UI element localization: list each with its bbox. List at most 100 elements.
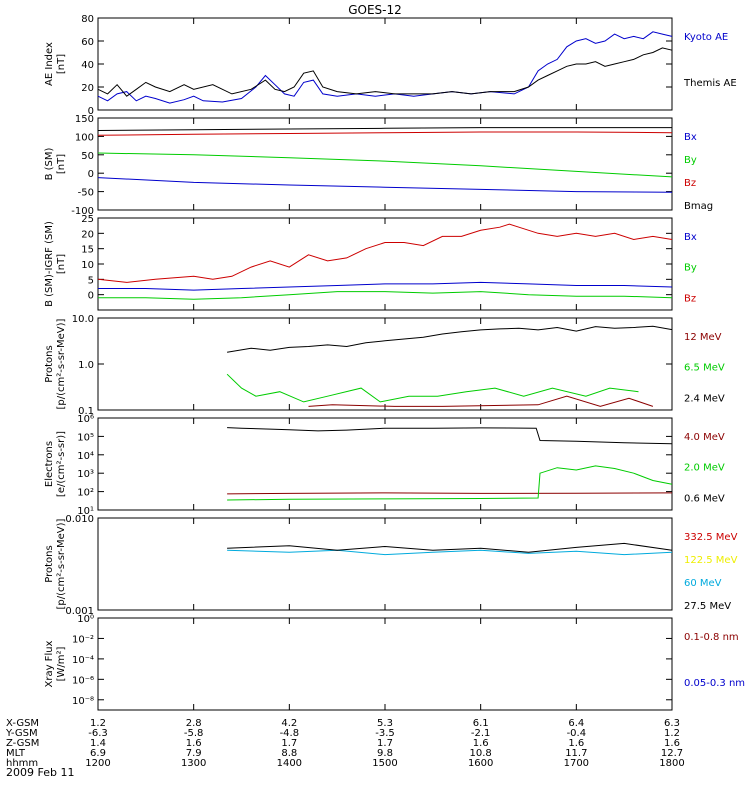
orbit-value: 1.7 — [281, 738, 297, 749]
y-axis-label: B (SM)-IGRF (SM) — [44, 221, 55, 307]
legend-label: Bz — [684, 178, 696, 189]
panel-electrons: 10¹ 10² 10³ 10⁴ 10⁵ 10⁶ Electrons [e/(cm²-s-sr)… — [44, 414, 725, 517]
orbit-row-label: Y-GSM — [5, 728, 38, 739]
y-tick-label: 0.001 — [65, 606, 94, 617]
orbit-value: 1800 — [659, 758, 684, 769]
plot-date: 2009 Feb 11 — [6, 766, 74, 779]
orbit-value: 2.8 — [186, 718, 202, 729]
series-line — [98, 281, 673, 291]
legend-label: 2.0 MeV — [684, 463, 725, 474]
y-axis-label: Protons — [44, 345, 55, 382]
orbit-value: 1.6 — [664, 738, 680, 749]
y-tick-label: 10⁻⁸ — [72, 696, 94, 707]
orbit-value: 1.2 — [664, 728, 680, 739]
panel-xray: 10⁻⁸ 10⁻⁶ 10⁻⁴ 10⁻² 10⁰ Xray Flux [W/m²] 0.1-0.… — [44, 614, 745, 711]
y-tick-label: 10⁰ — [77, 614, 94, 625]
legend-label: Bz — [684, 293, 696, 304]
orbit-value: 6.4 — [568, 718, 584, 729]
y-axis-label: [p/(cm²-s-sr-MeV)] — [56, 518, 67, 609]
y-tick-label: 80 — [81, 14, 94, 25]
y-tick-label: 10² — [77, 488, 94, 499]
orbit-value: 1.4 — [90, 738, 106, 749]
panel-bsm: -100 -50 0 50 100 150 B (SM) [nT] Bx By Bz Bmag — [44, 114, 713, 217]
legend-label: Bx — [684, 132, 697, 143]
y-tick-label: 20 — [81, 83, 94, 94]
orbit-value: 1300 — [181, 758, 206, 769]
series-line — [97, 152, 673, 178]
y-axis-label: B (SM) — [44, 147, 55, 180]
panel-frame — [97, 617, 673, 711]
orbit-value: 5.3 — [377, 718, 393, 729]
series-line — [97, 47, 673, 97]
legend-label: 60 MeV — [684, 578, 722, 589]
y-tick-label: 0.010 — [65, 514, 94, 525]
orbit-value: 10.8 — [470, 748, 492, 759]
orbit-value: 8.8 — [281, 748, 297, 759]
y-tick-label: 0 — [88, 169, 94, 180]
legend-label: 0.1-0.8 nm — [684, 632, 739, 643]
legend-label: Kyoto AE — [684, 32, 728, 43]
y-tick-label: 0 — [88, 291, 94, 302]
y-tick-label: 150 — [75, 114, 94, 125]
y-tick-label: 10⁻⁶ — [72, 675, 94, 686]
y-tick-label: 10⁻² — [72, 634, 94, 645]
orbit-value: 1.7 — [377, 738, 393, 749]
y-tick-label: 10 — [81, 260, 94, 271]
orbit-value: 1.6 — [473, 738, 489, 749]
panel-ae: 0 20 40 60 80 AE Index [nT] Kyoto AE Themis AE — [44, 14, 737, 117]
legend-label: 6.5 MeV — [684, 363, 725, 374]
legend-label: Themis AE — [683, 78, 737, 89]
y-tick-label: 10⁶ — [77, 414, 94, 425]
legend-label: 27.5 MeV — [684, 601, 731, 612]
legend-label: Bmag — [684, 201, 713, 212]
y-tick-label: 25 — [81, 214, 94, 225]
orbit-value: 1500 — [372, 758, 397, 769]
orbit-row-label: hhmm — [6, 758, 38, 769]
legend-label: 0.05-0.3 nm — [684, 678, 745, 689]
series-line — [308, 395, 654, 407]
y-axis-label: Xray Flux — [44, 640, 55, 687]
orbit-value: 1.2 — [90, 718, 106, 729]
orbit-value: 6.1 — [473, 718, 489, 729]
orbit-value: -3.5 — [375, 728, 395, 739]
y-axis-label: [p/(cm²-s-sr-MeV)] — [56, 318, 67, 409]
series-line — [227, 325, 673, 353]
y-axis-label: [W/m²] — [56, 646, 67, 681]
y-axis-label: [nT] — [56, 154, 67, 174]
orbit-value: 1.6 — [186, 738, 202, 749]
y-tick-label: 40 — [81, 60, 94, 71]
panel-frame — [97, 417, 673, 511]
y-axis-label: [nT] — [56, 254, 67, 274]
orbit-value: 6.3 — [664, 718, 680, 729]
legend-label: By — [684, 155, 697, 166]
orbit-value: -4.8 — [280, 728, 300, 739]
y-axis-label: [nT] — [56, 54, 67, 74]
orbit-row-label: MLT — [6, 748, 26, 759]
legend-label: 12 MeV — [684, 332, 722, 343]
panel-bdiff: 0 5 10 15 20 25 B (SM)-IGRF (SM) [nT] Bx By Bz — [44, 214, 697, 311]
legend-label: Bx — [684, 232, 697, 243]
series-line — [97, 177, 673, 193]
series-line — [226, 373, 639, 403]
y-axis-label: Electrons — [44, 441, 55, 487]
orbit-row-label: Z-GSM — [6, 738, 39, 749]
y-tick-label: 10¹ — [77, 506, 94, 517]
orbit-row-label: X-GSM — [6, 718, 39, 729]
legend-label: 2.4 MeV — [684, 393, 725, 404]
legend-label: 122.5 MeV — [684, 555, 738, 566]
y-tick-label: 20 — [81, 229, 94, 240]
y-tick-label: 10⁵ — [77, 432, 94, 443]
series-line — [97, 127, 672, 131]
orbit-value: -6.3 — [88, 728, 108, 739]
y-tick-label: 10³ — [77, 469, 94, 480]
series-line — [227, 465, 673, 501]
y-tick-label: 100 — [75, 132, 94, 143]
orbit-value: 1200 — [85, 758, 110, 769]
orbit-value: 7.9 — [186, 748, 202, 759]
legend-label: 0.6 MeV — [684, 493, 725, 504]
y-axis-label: Protons — [44, 545, 55, 582]
series-line — [227, 492, 673, 495]
series-line — [97, 131, 673, 136]
orbit-value: -2.1 — [471, 728, 491, 739]
